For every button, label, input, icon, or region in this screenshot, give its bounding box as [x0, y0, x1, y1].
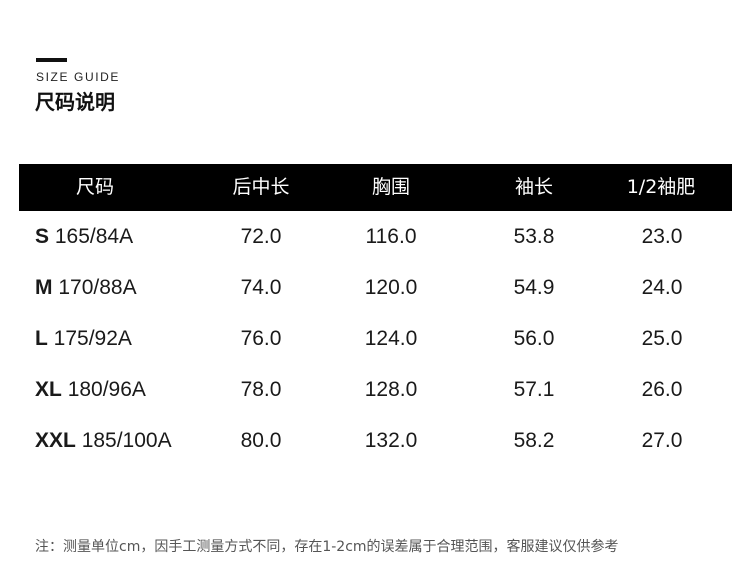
sleeve-length-cell: 54.9 — [513, 276, 555, 299]
size-spec: 180/96A — [67, 378, 146, 401]
measurement-note: 注：测量单位cm，因手工测量方式不同，存在1-2cm的误差属于合理范围，客服建议… — [35, 539, 619, 555]
table-row: L 175/92A 76.0 124.0 56.0 25.0 — [19, 313, 732, 364]
size-cell: M 170/88A — [35, 262, 137, 313]
half-sleeve-width-cell: 24.0 — [641, 276, 683, 299]
size-cell: S 165/84A — [35, 211, 133, 262]
size-letter: L — [35, 327, 48, 350]
size-spec: 165/84A — [54, 225, 134, 248]
size-letter: XL — [35, 378, 62, 401]
column-header-back-length: 后中长 — [232, 176, 290, 198]
size-spec: 185/100A — [81, 429, 172, 452]
column-header-sleeve-length: 袖长 — [514, 176, 554, 198]
chest-cell: 116.0 — [365, 225, 417, 248]
table-header-row: 尺码 后中长 胸围 袖长 1/2袖肥 — [19, 164, 732, 211]
chest-cell: 132.0 — [364, 429, 418, 452]
title-accent-bar — [36, 58, 67, 62]
sleeve-length-cell: 58.2 — [513, 429, 555, 452]
table-row: S 165/84A 72.0 116.0 53.8 23.0 — [19, 211, 732, 262]
sleeve-length-cell: 53.8 — [513, 225, 555, 248]
size-spec: 175/92A — [53, 327, 132, 350]
chest-cell: 124.0 — [364, 327, 418, 350]
table-row: XL 180/96A 78.0 128.0 57.1 26.0 — [19, 364, 732, 415]
back-length-cell: 78.0 — [240, 378, 282, 401]
sleeve-length-cell: 56.0 — [513, 327, 555, 350]
half-sleeve-width-cell: 27.0 — [641, 429, 683, 452]
size-cell: L 175/92A — [35, 313, 132, 364]
size-cell: XL 180/96A — [35, 364, 146, 415]
table-row: XXL 185/100A 80.0 132.0 58.2 27.0 — [19, 415, 732, 466]
size-cell: XXL 185/100A — [35, 415, 172, 466]
page-title: 尺码说明 — [35, 90, 115, 114]
chest-cell: 128.0 — [364, 378, 418, 401]
size-letter: XXL — [35, 429, 76, 452]
size-table: 尺码 后中长 胸围 袖长 1/2袖肥 S 165/84A 72.0 116.0 … — [19, 164, 732, 452]
half-sleeve-width-cell: 25.0 — [641, 327, 683, 350]
half-sleeve-width-cell: 26.0 — [641, 378, 683, 401]
half-sleeve-width-cell: 23.0 — [641, 225, 683, 248]
back-length-cell: 80.0 — [240, 429, 282, 452]
back-length-cell: 76.0 — [240, 327, 282, 350]
back-length-cell: 72.0 — [240, 225, 282, 248]
chest-cell: 120.0 — [364, 276, 418, 299]
column-header-half-sleeve-width: 1/2袖肥 — [626, 176, 696, 198]
column-header-size: 尺码 — [75, 176, 115, 198]
column-header-chest: 胸围 — [371, 176, 411, 198]
sleeve-length-cell: 57.1 — [513, 378, 555, 401]
back-length-cell: 74.0 — [240, 276, 282, 299]
size-guide-label: SIZE GUIDE — [36, 70, 121, 84]
size-letter: S — [35, 225, 50, 248]
table-row: M 170/88A 74.0 120.0 54.9 24.0 — [19, 262, 732, 313]
size-spec: 170/88A — [58, 276, 137, 299]
size-letter: M — [35, 276, 53, 299]
